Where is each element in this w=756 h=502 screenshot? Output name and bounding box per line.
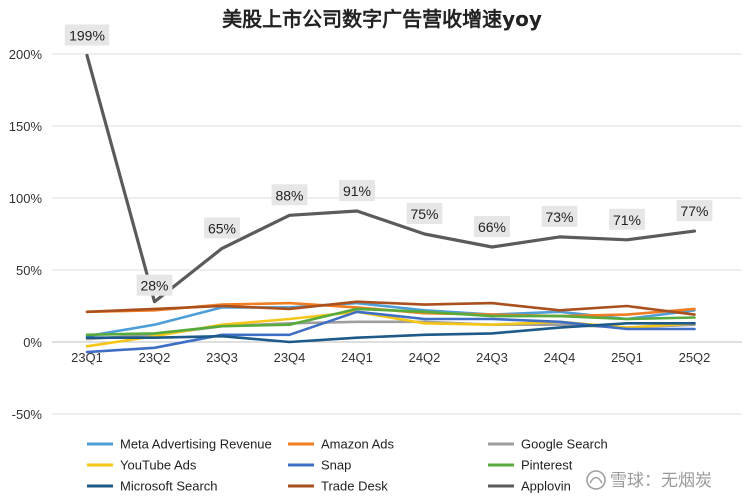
x-tick-label: 24Q1 — [341, 350, 373, 365]
data-label-box — [136, 274, 173, 296]
y-tick-label: 100% — [9, 191, 43, 206]
data-label-text: 28% — [140, 278, 168, 294]
series-lines — [85, 53, 697, 354]
x-tick-label: 24Q3 — [476, 350, 508, 365]
data-label-text: 65% — [208, 220, 236, 236]
data-label-text: 88% — [275, 187, 303, 203]
data-label-text: 73% — [545, 209, 573, 225]
x-tick-label: 25Q1 — [611, 350, 643, 365]
data-label: 28% — [136, 274, 173, 296]
series-line-applovin — [85, 53, 697, 304]
y-tick-label: 200% — [9, 47, 43, 62]
y-tick-label: 50% — [16, 263, 42, 278]
legend-item-applovin: Applovin — [488, 479, 571, 494]
legend-label: Amazon Ads — [321, 437, 394, 452]
y-tick-label: -50% — [12, 407, 43, 422]
x-tick-label: 23Q1 — [71, 350, 103, 365]
data-label: 199% — [64, 24, 110, 46]
data-label: 75% — [406, 203, 443, 224]
data-label-box — [609, 208, 645, 230]
legend-label: Meta Advertising Revenue — [120, 437, 272, 452]
series-line-microsoft-search — [85, 321, 696, 344]
legend-item-google-search: Google Search — [488, 437, 608, 452]
data-label: 91% — [339, 179, 375, 201]
legend-item-microsoft-search: Microsoft Search — [87, 479, 218, 494]
legend-item-trade-desk: Trade Desk — [288, 479, 388, 494]
data-label-box — [474, 215, 510, 237]
data-label: 88% — [271, 184, 308, 206]
legend-label: Microsoft Search — [120, 479, 218, 494]
y-axis-ticks: -50% 0% 50% 100% 150% 200% — [9, 47, 43, 422]
data-label-box — [204, 217, 240, 239]
data-labels: 199% 28% 65% 88% 91% 75% 66% 73% 71% 77% — [64, 24, 713, 296]
data-label-box — [541, 205, 578, 227]
legend-label: Snap — [321, 458, 351, 473]
legend-item-snap: Snap — [288, 458, 351, 473]
data-label-text: 71% — [613, 212, 641, 228]
legend-label: Applovin — [521, 479, 571, 494]
data-label-box — [339, 179, 375, 201]
x-tick-label: 24Q2 — [409, 350, 441, 365]
series-line-pinterest — [85, 307, 696, 337]
watermark-text: 雪球：无烟炭 — [610, 471, 712, 491]
data-label-text: 66% — [478, 219, 506, 235]
data-label-text: 75% — [410, 206, 438, 222]
watermark: 雪球：无烟炭 — [586, 470, 712, 491]
data-label-text: 77% — [680, 203, 708, 219]
y-tick-label: 0% — [23, 335, 42, 350]
data-label-box — [271, 184, 308, 206]
data-label: 71% — [609, 208, 645, 230]
legend-item-meta-advertising-revenue: Meta Advertising Revenue — [87, 437, 272, 452]
x-tick-label: 23Q2 — [139, 350, 171, 365]
data-label-box — [64, 24, 110, 46]
snowball-icon — [586, 470, 606, 490]
chart-title: 美股上市公司数字广告营收增速yoy — [222, 7, 542, 31]
data-label: 66% — [474, 215, 510, 237]
legend-item-youtube-ads: YouTube Ads — [87, 458, 197, 473]
legend-label: Google Search — [521, 437, 608, 452]
x-tick-label: 24Q4 — [544, 350, 576, 365]
data-label: 73% — [541, 205, 578, 227]
legend-label: YouTube Ads — [120, 458, 197, 473]
y-tick-label: 150% — [9, 119, 43, 134]
data-label: 65% — [204, 217, 240, 239]
legend-item-amazon-ads: Amazon Ads — [288, 437, 394, 452]
gridlines — [52, 53, 742, 415]
data-label-box — [406, 203, 443, 224]
x-tick-label: 23Q3 — [206, 350, 238, 365]
x-tick-label: 23Q4 — [274, 350, 306, 365]
data-label-box — [676, 200, 713, 222]
data-label-text: 199% — [69, 27, 105, 43]
x-axis-ticks: 23Q1 23Q2 23Q3 23Q4 24Q1 24Q2 24Q3 24Q4 25Q1 25Q2 — [71, 350, 710, 365]
series-line-trade-desk — [85, 300, 696, 316]
legend-label: Trade Desk — [321, 479, 388, 494]
x-tick-label: 25Q2 — [679, 350, 711, 365]
legend-item-pinterest: Pinterest — [488, 458, 573, 473]
legend-label: Pinterest — [521, 458, 573, 473]
legend: Meta Advertising Revenue Amazon Ads Google… — [87, 437, 608, 494]
data-label: 77% — [676, 200, 713, 222]
data-label-text: 91% — [343, 183, 371, 199]
